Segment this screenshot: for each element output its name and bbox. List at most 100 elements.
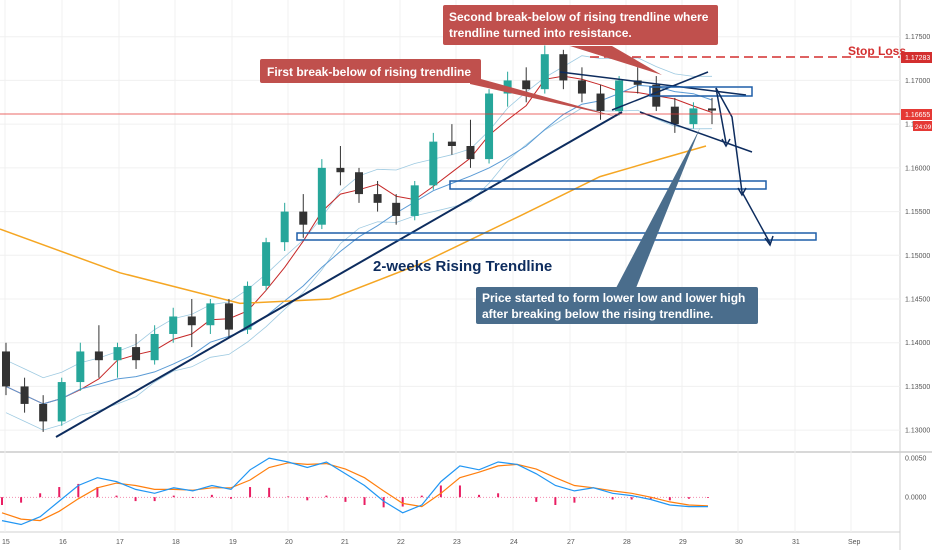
time-tick-label: 29 — [679, 539, 687, 546]
time-tick-label: 30 — [735, 539, 743, 546]
time-tick-label: 15 — [2, 539, 10, 546]
candle-body — [708, 108, 716, 111]
price-tick-label: 1.17500 — [905, 34, 930, 41]
macd-panel: 0.0050 0.0000 — [0, 456, 927, 526]
candle-body — [429, 141, 438, 186]
macd-tick-label: 0.0000 — [905, 495, 927, 502]
time-tick-label: 19 — [229, 539, 237, 546]
macd-tick-label: 0.0050 — [905, 456, 927, 463]
time-tick-label: Sep — [848, 539, 861, 546]
countdown-tag — [913, 121, 932, 131]
candle-body — [262, 242, 271, 286]
candle-body — [670, 106, 679, 125]
candle-body — [577, 80, 586, 94]
price-tick-label: 1.14500 — [905, 297, 930, 304]
support-zone-2 — [296, 232, 817, 241]
arrow-head — [764, 235, 774, 247]
candle-body — [113, 347, 122, 361]
time-tick-label: 18 — [172, 539, 180, 546]
time-tick-label: 27 — [567, 539, 575, 546]
callout-line-2: after breaking below the rising trendlin… — [482, 307, 713, 321]
arrow-head — [721, 138, 731, 148]
time-tick-label: 20 — [285, 539, 293, 546]
retest-line — [611, 71, 709, 111]
resistance-zone — [649, 86, 753, 97]
price-tick-label: 1.15500 — [905, 209, 930, 216]
time-tick-label: 21 — [341, 539, 349, 546]
countdown-timer: 24:09 — [915, 124, 932, 131]
trendline-label: 2-weeks Rising Trendline — [373, 258, 552, 275]
stop-loss-label: Stop Loss — [848, 44, 906, 58]
stop-loss-price: 1.17283 — [905, 55, 930, 62]
callout-line-1: Second break-below of rising trendline w… — [449, 10, 709, 24]
callout-pointer — [570, 46, 662, 75]
callout-second-break: Second break-below of rising trendline w… — [443, 5, 718, 75]
current-price-tag — [901, 109, 932, 120]
candle-body — [280, 211, 289, 243]
candle-body — [169, 316, 178, 334]
drawings — [55, 71, 817, 438]
time-tick-label: 24 — [510, 539, 518, 546]
candle-body — [2, 351, 10, 387]
projection-path — [715, 87, 771, 244]
candles — [2, 45, 716, 432]
current-price: 1.16655 — [905, 112, 930, 119]
callout-line-1: Price started to form lower low and lowe… — [482, 291, 745, 305]
upper-channel-line — [559, 71, 747, 96]
lower-channel-line — [639, 111, 753, 153]
price-tick-label: 1.17000 — [905, 78, 930, 85]
rising-trendline — [55, 111, 623, 438]
candle-body — [336, 167, 345, 173]
candle-body — [299, 211, 308, 225]
candle-body — [94, 351, 103, 361]
bollinger-lower — [5, 107, 713, 431]
time-axis-labels: 15 16 17 18 19 20 21 22 23 24 27 28 29 30 31 Sep — [2, 539, 861, 546]
candle-body — [522, 80, 531, 90]
sma-200-line — [0, 145, 707, 305]
sma-50-line — [5, 84, 713, 405]
candle-body — [447, 141, 456, 147]
price-tick-label: 1.13000 — [905, 428, 930, 435]
candle-body — [540, 54, 549, 90]
callout-box — [476, 287, 758, 324]
candle-body — [224, 303, 233, 330]
time-tick-label: 28 — [623, 539, 631, 546]
candle-body — [76, 351, 85, 383]
candle-body — [150, 333, 159, 361]
callout-lower-low: Price started to form lower low and lowe… — [476, 128, 758, 324]
candle-body — [132, 347, 141, 361]
candle-body — [57, 382, 66, 422]
callout-box — [260, 59, 481, 83]
time-tick-label: 22 — [397, 539, 405, 546]
candle-body — [615, 80, 624, 112]
candle-body — [206, 303, 215, 326]
time-tick-label: 23 — [453, 539, 461, 546]
callout-pointer — [616, 128, 700, 288]
stop-loss-price-tag — [901, 52, 932, 63]
time-tick-label: 16 — [59, 539, 67, 546]
candle-body — [559, 54, 568, 81]
candle-body — [373, 194, 382, 203]
signal-line — [1, 462, 709, 522]
candle-body — [392, 202, 401, 216]
price-axis-labels: 1.175001.170001.165001.160001.155001.150… — [905, 34, 930, 434]
callout-pointer — [470, 76, 618, 117]
candle-body — [187, 316, 196, 326]
candle-body — [485, 93, 494, 160]
candle-body — [20, 386, 29, 404]
grid-lines — [0, 0, 900, 532]
price-tick-label: 1.15000 — [905, 253, 930, 260]
time-tick-label: 17 — [116, 539, 124, 546]
support-zone-1 — [449, 180, 767, 190]
price-tick-label: 1.16000 — [905, 165, 930, 172]
callout-first-break: First break-below of rising trendline — [260, 59, 618, 117]
price-tick-label: 1.14000 — [905, 340, 930, 347]
candle-body — [466, 146, 475, 160]
candle-body — [596, 93, 605, 112]
price-tick-label: 1.13500 — [905, 384, 930, 391]
candle-body — [317, 167, 326, 225]
candle-body — [410, 185, 419, 216]
candle-body — [689, 108, 698, 125]
